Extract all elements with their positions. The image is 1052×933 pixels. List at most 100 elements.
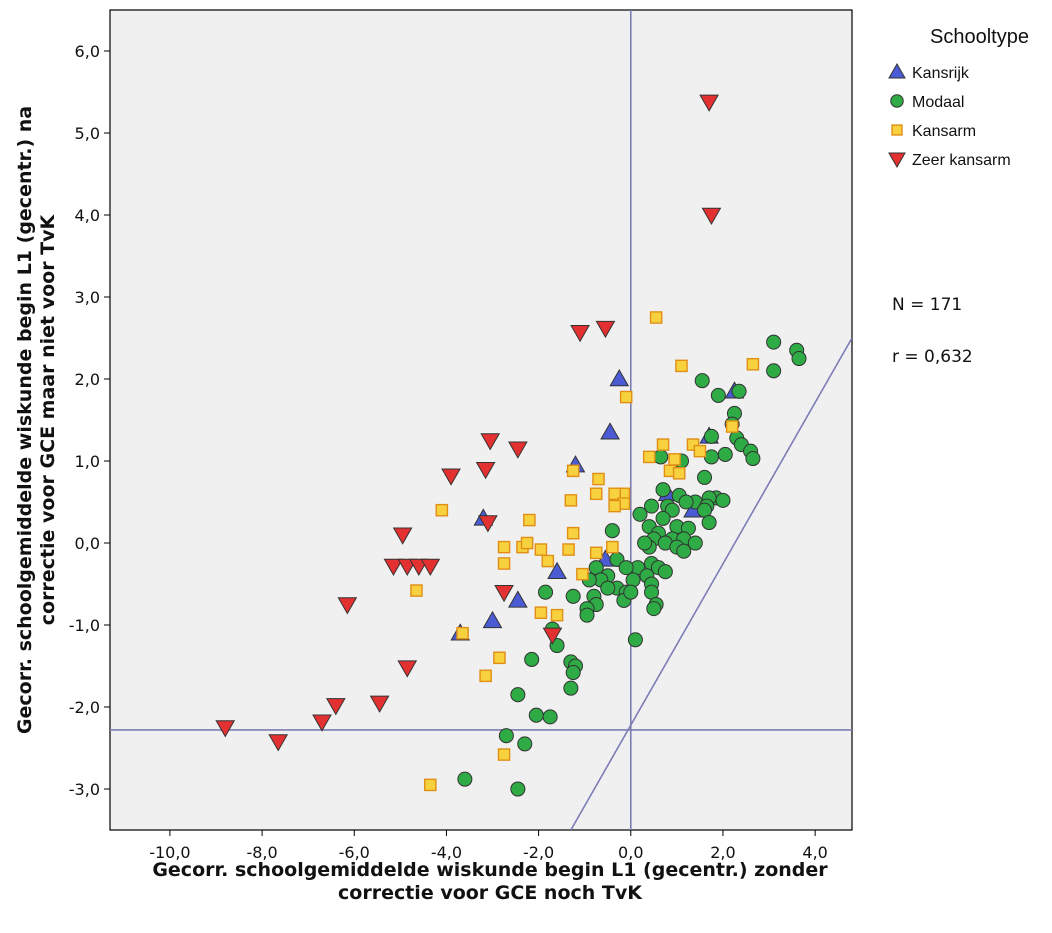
- point-kansarm-34: [410, 584, 423, 597]
- x-tick-label: -6,0: [339, 843, 370, 862]
- point-kansarm-39: [479, 669, 492, 683]
- point-kansarm-38: [493, 651, 506, 665]
- point-kansrijk-2: [600, 422, 620, 440]
- y-tick-label: -1,0: [69, 616, 100, 635]
- point-modaal-4: [766, 363, 782, 379]
- point-kansarm-7: [686, 438, 700, 451]
- annotation-n: N = 171: [892, 295, 962, 315]
- point-zeer-kansarm-8: [441, 468, 461, 486]
- point-kansarm-33: [576, 567, 589, 581]
- point-modaal-68: [579, 607, 595, 623]
- point-kansarm-30: [589, 546, 603, 560]
- x-tick-label: -4,0: [431, 843, 462, 862]
- legend-label-zeer-kansarm: Zeer kansarm: [912, 152, 1011, 169]
- point-modaal-54: [657, 564, 673, 580]
- y-axis-title-line-1: Gecorr. schoolgemiddelde wiskunde begin …: [14, 106, 36, 734]
- point-kansarm-29: [606, 540, 619, 554]
- point-modaal-44: [687, 535, 703, 551]
- point-modaal-82: [528, 707, 544, 723]
- point-modaal-1: [766, 334, 782, 350]
- point-modaal-47: [676, 543, 692, 559]
- point-kansarm-23: [566, 526, 580, 540]
- point-kansarm-13: [566, 464, 580, 478]
- point-modaal-28: [678, 494, 694, 510]
- point-zeer-kansarm-15: [337, 597, 358, 615]
- point-modaal-57: [625, 572, 641, 588]
- point-kansarm-28: [562, 543, 575, 556]
- legend-label-modaal: Modaal: [912, 94, 964, 111]
- point-kansarm-9: [642, 450, 656, 464]
- point-kansarm-36: [550, 608, 564, 622]
- y-tick-label: 1,0: [75, 452, 100, 471]
- plot-area: [110, 10, 852, 830]
- point-modaal-20: [655, 482, 671, 498]
- legend-marker-modaal: [890, 94, 904, 108]
- point-zeer-kansarm-19: [369, 695, 390, 713]
- point-modaal-69: [646, 601, 662, 617]
- point-kansarm-24: [497, 540, 511, 554]
- point-zeer-kansarm-22: [215, 720, 236, 738]
- legend-title: Schooltype: [930, 26, 1029, 48]
- point-kansarm-18: [564, 494, 578, 507]
- y-tick-label: -2,0: [69, 698, 100, 717]
- point-modaal-3: [791, 350, 807, 367]
- point-modaal-78: [524, 651, 540, 667]
- point-zeer-kansarm-14: [420, 558, 441, 576]
- point-modaal-14: [717, 446, 733, 462]
- point-modaal-7: [731, 383, 747, 399]
- point-modaal-33: [655, 510, 671, 526]
- point-zeer-kansarm-4: [570, 325, 590, 343]
- point-kansarm-26: [520, 536, 534, 550]
- legend-label-kansarm: Kansarm: [912, 123, 976, 140]
- point-kansrijk-7: [482, 610, 503, 629]
- legend-label-kansrijk: Kansrijk: [912, 65, 970, 82]
- point-kansarm-14: [592, 472, 605, 486]
- point-modaal-10: [703, 428, 719, 444]
- point-zeer-kansarm-1: [699, 94, 719, 112]
- point-modaal-87: [510, 781, 526, 797]
- point-zeer-kansarm-2: [701, 207, 722, 226]
- point-modaal-34: [701, 514, 717, 531]
- point-modaal-86: [457, 771, 473, 787]
- legend-marker-kansrijk: [888, 62, 906, 79]
- point-zeer-kansarm-6: [508, 441, 528, 459]
- point-modaal-72: [600, 580, 616, 596]
- point-modaal-85: [517, 736, 533, 752]
- y-axis: -3,0 -2,0 -1,0 0,0 1,0 2,0 3,0 4,0 5,0 6,0: [69, 42, 110, 799]
- point-kansarm-21: [435, 503, 449, 517]
- point-modaal-80: [563, 680, 579, 696]
- point-modaal-90: [637, 535, 653, 551]
- point-modaal-24: [715, 492, 731, 508]
- point-zeer-kansarm-23: [268, 734, 289, 752]
- point-modaal-53: [618, 560, 634, 576]
- point-kansarm-2: [746, 357, 760, 371]
- point-kansarm-40: [497, 748, 511, 761]
- point-kansarm-3: [675, 359, 688, 373]
- point-modaal-79: [565, 665, 581, 681]
- y-axis-title-line-2: correctie voor GCE maar niet voor TvK: [37, 213, 59, 625]
- x-tick-label: 0,0: [618, 843, 643, 862]
- point-kansarm-10: [668, 453, 681, 466]
- point-kansarm-17: [608, 487, 621, 501]
- point-modaal-17: [653, 449, 669, 465]
- reference-line-3: [570, 337, 852, 830]
- point-kansarm-31: [497, 557, 511, 570]
- point-kansarm-6: [656, 438, 670, 451]
- y-tick-label: 3,0: [75, 288, 100, 307]
- point-modaal-6: [710, 387, 726, 403]
- point-kansarm-41: [424, 778, 437, 792]
- point-modaal-88: [627, 632, 643, 648]
- point-zeer-kansarm-9: [478, 515, 498, 533]
- point-kansrijk-5: [547, 561, 567, 579]
- plot-background: [109, 9, 853, 831]
- point-modaal-84: [498, 728, 514, 744]
- x-axis-title-line-2: correctie voor GCE noch TvK: [338, 882, 643, 904]
- point-kansarm-35: [534, 606, 548, 619]
- point-modaal-15: [703, 449, 719, 465]
- y-tick-label: 2,0: [75, 370, 100, 389]
- point-kansarm-4: [619, 390, 633, 404]
- point-modaal-81: [510, 687, 526, 703]
- point-kansrijk-1: [609, 368, 630, 387]
- point-zeer-kansarm-5: [480, 433, 501, 451]
- point-kansarm-22: [523, 513, 536, 527]
